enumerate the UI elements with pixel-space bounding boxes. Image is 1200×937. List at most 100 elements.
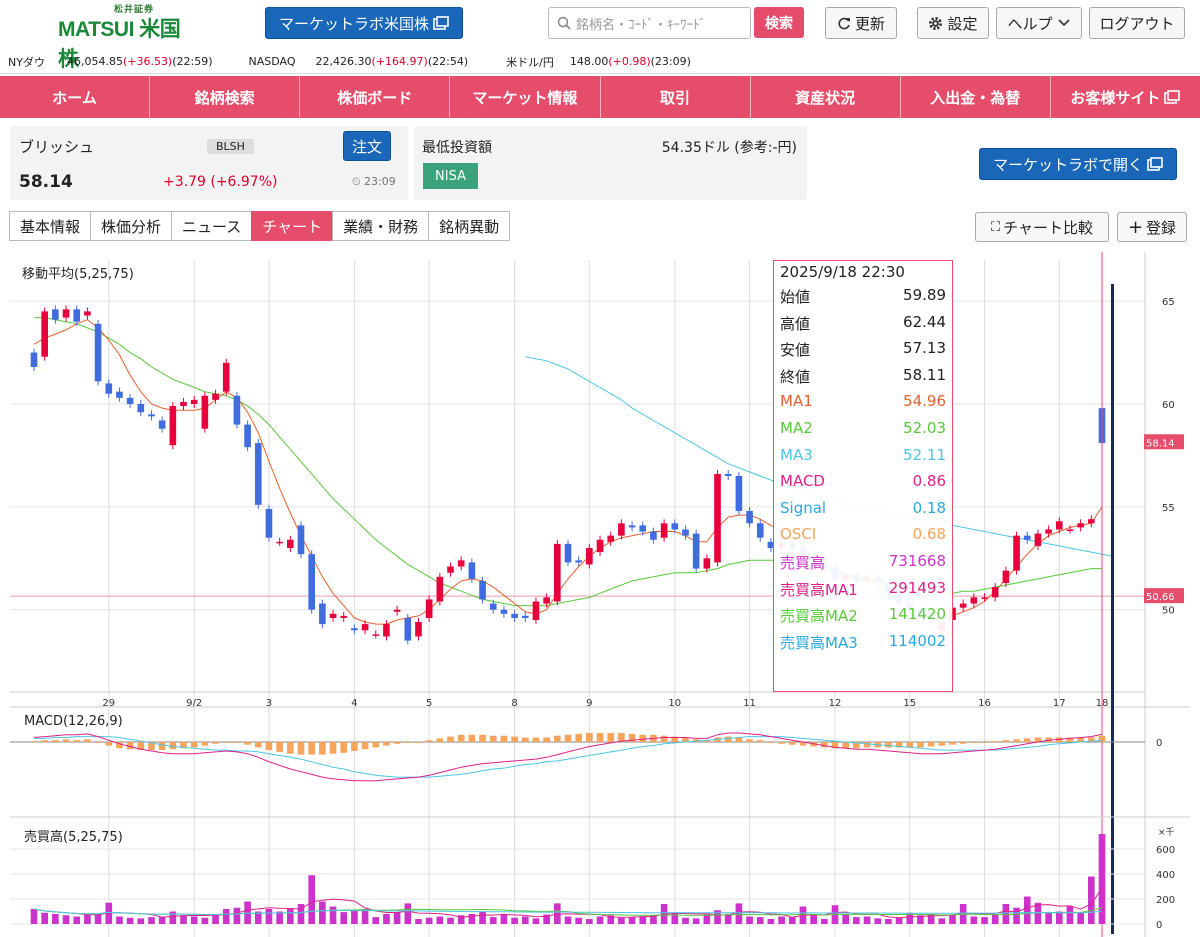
candle — [714, 473, 721, 563]
register-button[interactable]: + 登録 — [1117, 212, 1187, 242]
volume-bar — [425, 917, 433, 924]
volume-bar — [746, 916, 753, 924]
market-lab-button[interactable]: マーケットラボ米国株 — [265, 7, 463, 39]
osci-bar — [158, 742, 166, 751]
volume-bar — [639, 916, 647, 924]
candle — [52, 309, 59, 320]
nav-stock-search[interactable]: 銘柄検索 — [150, 76, 301, 118]
candle — [554, 543, 561, 602]
osci-bar — [41, 740, 48, 742]
volume-bar — [564, 916, 572, 924]
tab-chart[interactable]: チャート — [251, 211, 333, 241]
tooltip-value: 0.18 — [912, 498, 946, 517]
candle — [532, 601, 540, 620]
open-market-lab-button[interactable]: マーケットラボで開く — [979, 148, 1177, 180]
volume-bar — [991, 914, 999, 924]
tab-news[interactable]: ニュース — [171, 211, 252, 241]
tab-financials[interactable]: 業績・財務 — [332, 211, 429, 241]
matsui-logo[interactable]: 松井証券 MATSUI 米国株 — [58, 2, 198, 71]
tooltip-key: 終値 — [780, 367, 811, 386]
chart-compare-button[interactable]: ⛶ チャート比較 — [975, 212, 1109, 242]
volume-bar — [447, 917, 454, 924]
volume-bar — [404, 903, 412, 924]
external-window-icon — [1147, 157, 1163, 171]
chart-area[interactable]: 29 9/2 3 4 5 8 9 10 11 12 15 16 17 18 50 55 60 65 50.66 58.… — [10, 252, 1190, 937]
osci-bar — [735, 737, 743, 742]
tooltip-row: 始値 59.89 — [780, 286, 946, 307]
register-label: 登録 — [1146, 218, 1177, 237]
volume-bar — [190, 916, 198, 924]
osci-bar — [404, 742, 412, 743]
nav-trade[interactable]: 取引 — [601, 76, 751, 118]
order-button[interactable]: 注文 — [343, 131, 391, 161]
candle — [521, 615, 529, 618]
candle — [628, 525, 636, 528]
osci-bar — [148, 742, 155, 751]
x-tick-label: 11 — [743, 698, 756, 709]
ticker-nasdaq-name: NASDAQ — [248, 55, 296, 68]
tooltip-key: 売買高MA1 — [780, 580, 858, 599]
candle — [351, 628, 358, 631]
volume-bar — [158, 916, 166, 924]
tooltip-key: 高値 — [780, 314, 811, 333]
nav-deposit-fx[interactable]: 入出金・為替 — [901, 76, 1051, 118]
volume-bar — [351, 910, 358, 924]
candle — [361, 624, 369, 631]
volume-bar — [254, 911, 262, 924]
volume-bar — [308, 875, 315, 924]
candle — [158, 420, 166, 429]
tab-stock-changes[interactable]: 銘柄異動 — [428, 211, 511, 241]
x-tick-label: 9/2 — [186, 698, 202, 709]
candle — [222, 362, 230, 392]
volume-bar — [628, 917, 636, 924]
osci-bar — [799, 742, 807, 746]
candle — [116, 391, 123, 398]
volume-bar — [393, 912, 401, 924]
tooltip-row: 安値 57.13 — [780, 339, 946, 360]
search-button[interactable]: 検索 — [754, 7, 804, 38]
volume-bar — [885, 919, 892, 924]
external-window-icon — [1164, 90, 1181, 104]
osci-bar — [756, 740, 764, 742]
tooltip-row: 売買高 731668 — [780, 552, 946, 573]
settings-button[interactable]: 設定 — [917, 7, 989, 39]
candle — [308, 554, 315, 610]
nisa-badge: NISA — [423, 163, 478, 189]
tab-price-analysis[interactable]: 株価分析 — [90, 211, 172, 241]
osci-bar — [287, 742, 294, 754]
volume-bar — [457, 915, 465, 924]
nav-customer-site[interactable]: お客様サイト — [1051, 76, 1200, 118]
tab-basic-info[interactable]: 基本情報 — [9, 211, 91, 241]
vol-tick-label: 0 — [1156, 920, 1162, 931]
osci-bar — [767, 742, 775, 743]
search-input[interactable]: 銘柄名・ｺｰﾄﾞ・ｷｰﾜｰﾄﾞ — [548, 7, 751, 39]
volume-bar — [970, 916, 978, 924]
header: 松井証券 MATSUI 米国株 マーケットラボ米国株 銘柄名・ｺｰﾄﾞ・ｷｰﾜｰ… — [0, 0, 1200, 71]
ticker-usdjpy-value: 148.00 — [569, 55, 609, 68]
volume-bar — [724, 914, 732, 924]
nav-market-info[interactable]: マーケット情報 — [450, 76, 601, 118]
refresh-button[interactable]: 更新 — [825, 7, 897, 39]
signal-line — [34, 736, 1103, 778]
logout-button[interactable]: ログアウト — [1089, 7, 1185, 39]
nav-stock-board[interactable]: 株価ボード — [300, 76, 451, 118]
ticker-dow-time: (22:59) — [172, 55, 213, 68]
tooltip-value: 291493 — [888, 578, 946, 597]
ticker-usdjpy-time: (23:09) — [650, 55, 691, 68]
x-tick-label: 29 — [102, 698, 115, 709]
osci-bar — [564, 734, 572, 742]
ticker-nasdaq-change: (+164.97) — [371, 55, 428, 68]
search-icon — [557, 16, 571, 30]
tooltip-row: MACD 0.86 — [780, 472, 946, 490]
candle — [1002, 570, 1010, 583]
candle — [511, 613, 518, 618]
osci-bar — [885, 742, 892, 748]
volume-bar — [468, 914, 476, 924]
stock-chart[interactable]: 29 9/2 3 4 5 8 9 10 11 12 15 16 17 185055606550.6658.… — [10, 252, 1190, 937]
osci-bar — [30, 741, 38, 743]
nav-home[interactable]: ホーム — [0, 76, 151, 118]
nav-assets[interactable]: 資産状況 — [751, 76, 901, 118]
help-button[interactable]: ヘルプ — [996, 7, 1082, 39]
osci-bar — [116, 742, 123, 749]
candle — [436, 576, 444, 602]
